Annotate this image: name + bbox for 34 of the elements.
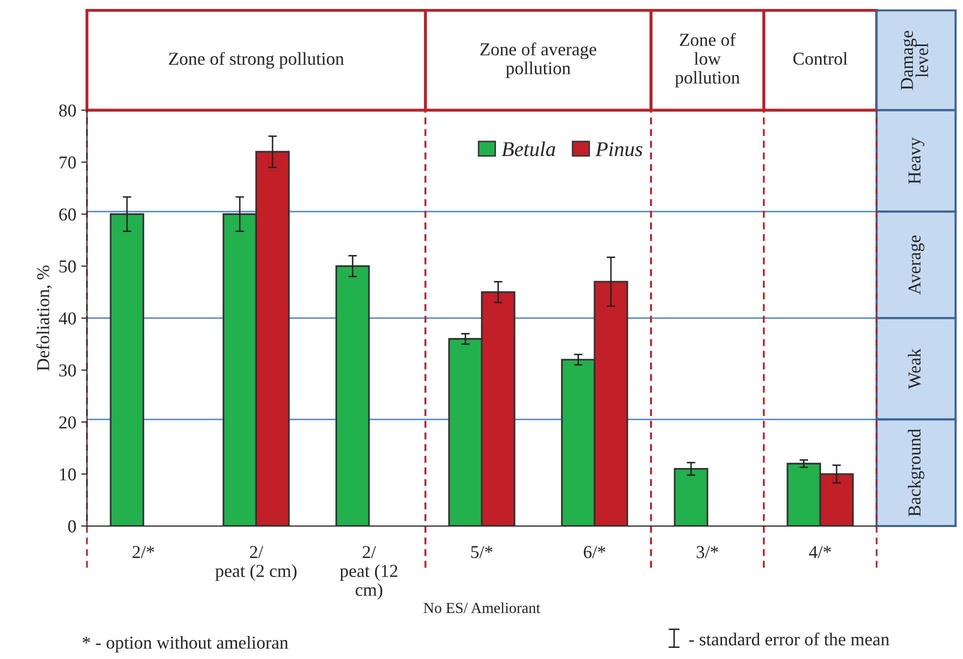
text: * - option without amelioran (82, 636, 288, 652)
y-tick-label: 80 (59, 104, 76, 117)
y-tick-label: 40 (58, 312, 76, 325)
y-tick-label: 20 (59, 416, 76, 428)
text: Weak (908, 348, 921, 390)
x-tick-label: 3/* (696, 546, 718, 558)
x-tick-label: 2/ peat (2 cm) (215, 546, 296, 581)
y-axis-title: Defoliation, % (36, 266, 52, 371)
y-tick-label: 70 (60, 156, 76, 169)
text: Zone of average pollution (480, 42, 596, 78)
y-tick-label: 60 (59, 208, 76, 221)
text: Heavy (908, 137, 924, 184)
bar (110, 213, 144, 526)
text: Average (908, 236, 924, 295)
text: Zone of low pollution (675, 33, 740, 88)
y-tick-label: 10 (60, 468, 76, 480)
y-tick-label: 0 (68, 520, 76, 532)
x-axis-title: No ES/ Ameliorant (424, 602, 540, 614)
x-tick-label: 2/* (132, 546, 154, 558)
y-tick-label: 50 (60, 260, 76, 273)
text: - standard error of the mean (689, 632, 890, 646)
text: Zone of strong pollution (169, 52, 344, 69)
text: Damage level (901, 30, 928, 90)
text: Control (793, 52, 848, 65)
y-tick-label: 30 (59, 364, 76, 377)
x-tick-label: 5/* (471, 546, 492, 558)
legend-label: Pinus (595, 142, 642, 156)
x-tick-label: 4/* (809, 546, 831, 558)
text: Background (908, 428, 924, 516)
x-tick-label: 6/* (584, 546, 606, 558)
bar (674, 468, 708, 526)
legend-label: Betula (502, 142, 556, 156)
bar (335, 265, 370, 526)
x-tick-label: 2/ peat (12 cm) (340, 546, 398, 600)
